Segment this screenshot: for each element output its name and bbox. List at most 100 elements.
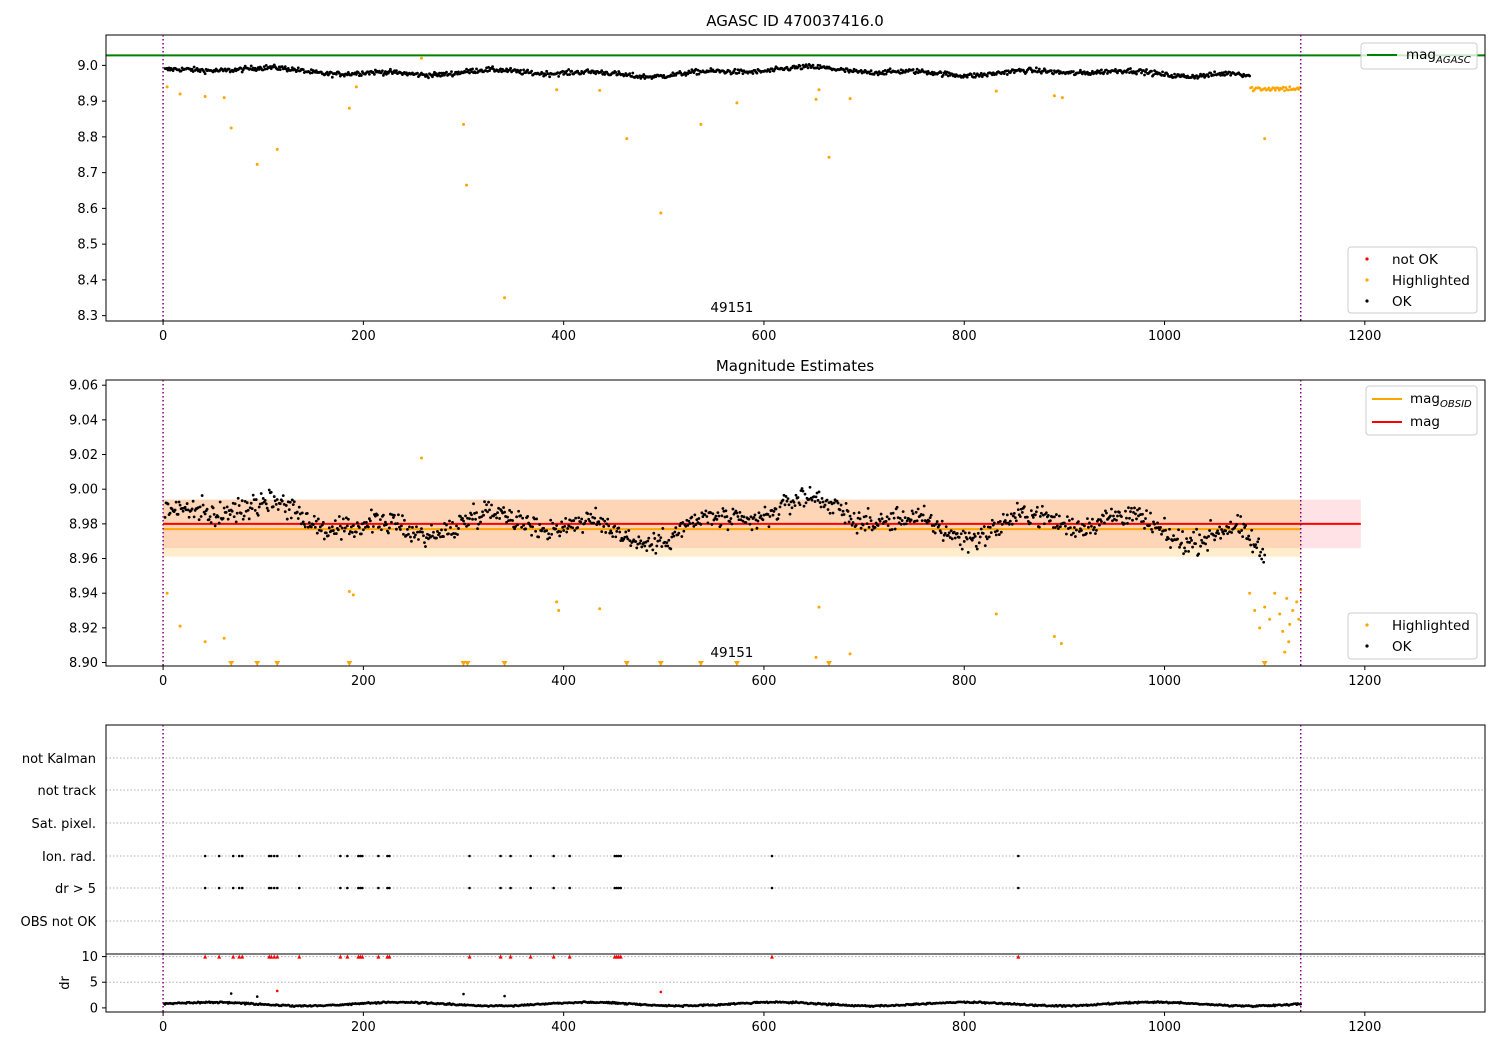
highlighted-point: [1272, 86, 1276, 90]
highlighted-point: [351, 593, 355, 597]
legend-highlighted: Highlighted: [1392, 273, 1470, 289]
ok-point: [324, 531, 328, 535]
ok-point: [283, 65, 287, 69]
ok-point: [537, 535, 541, 539]
highlighted-point: [1295, 600, 1299, 604]
y-tick-label: 8.9: [77, 95, 98, 110]
ok-point: [579, 520, 583, 524]
ok-point: [465, 67, 468, 71]
ok-point: [538, 523, 542, 526]
ok-point: [687, 519, 691, 523]
ok-point: [1072, 531, 1075, 535]
ok-point: [952, 530, 956, 534]
ok-point: [674, 526, 678, 530]
ok-point: [228, 513, 232, 516]
ok-point: [884, 72, 888, 76]
ok-point: [634, 540, 638, 543]
ok-point: [934, 522, 938, 526]
ok-point: [517, 509, 520, 513]
ok-point: [459, 515, 462, 518]
ok-point: [778, 505, 782, 509]
ok-point: [955, 531, 959, 535]
ok-point: [366, 525, 370, 529]
estimates-points-legend: Highlighted OK: [1347, 612, 1478, 660]
ok-point: [491, 65, 494, 69]
ok-point: [618, 530, 622, 534]
ok-point: [562, 73, 566, 76]
ok-point: [301, 520, 305, 524]
highlighted-point: [814, 655, 818, 659]
ok-point: [759, 514, 763, 518]
ok-point: [608, 531, 612, 535]
flag-event-point: [613, 854, 617, 858]
flag-event-point: [388, 854, 391, 858]
ok-point: [316, 517, 320, 521]
flag-category-label: Ion. rad.: [42, 850, 96, 865]
ok-point: [1005, 73, 1009, 76]
ok-point: [179, 69, 183, 73]
ok-point: [1062, 521, 1066, 525]
ok-point: [548, 536, 552, 540]
ok-point: [1256, 540, 1260, 544]
highlighted-point: [1273, 591, 1277, 595]
ok-point: [485, 503, 488, 507]
ok-point: [946, 533, 950, 537]
y-tick-label: 9.02: [69, 448, 98, 463]
ok-point: [597, 520, 601, 524]
ok-point: [614, 70, 618, 74]
ok-point: [969, 72, 973, 76]
ok-point: [1031, 516, 1035, 519]
ok-point: [832, 501, 836, 505]
ok-point: [502, 506, 505, 509]
ok-point: [864, 514, 868, 518]
ok-point: [453, 73, 456, 76]
ok-point: [332, 532, 336, 535]
ok-point: [337, 71, 341, 75]
ok-point: [694, 523, 698, 527]
ok-point: [628, 72, 632, 76]
highlighted-point: [1281, 85, 1285, 89]
ok-point: [212, 512, 216, 516]
ok-point: [565, 69, 569, 73]
ok-point: [533, 517, 537, 521]
dr-clipped-marker: [345, 954, 350, 959]
ok-point: [213, 524, 217, 528]
ok-point: [1177, 528, 1180, 532]
ok-point: [242, 514, 246, 518]
highlighted-point: [557, 609, 561, 613]
ok-point: [187, 515, 191, 519]
ok-point: [413, 535, 416, 539]
ok-point: [1011, 514, 1015, 518]
ok-point: [356, 71, 360, 75]
ok-point: [1227, 525, 1231, 529]
ok-point: [1115, 518, 1118, 522]
ok-point: [514, 525, 517, 528]
ok-point: [1153, 69, 1156, 72]
ok-point: [605, 522, 609, 526]
ok-point: [720, 514, 724, 518]
y-tick-label: 8.6: [77, 202, 98, 217]
ok-point: [320, 523, 324, 527]
dr-clipped-marker: [272, 954, 277, 959]
ok-point: [1220, 528, 1224, 531]
ok-point: [429, 535, 432, 539]
ok-point: [1250, 528, 1254, 532]
ok-point: [346, 517, 350, 521]
ok-point: [421, 530, 424, 534]
ok-point: [240, 70, 244, 74]
highlighted-point: [1287, 88, 1290, 92]
ok-point: [393, 513, 396, 517]
estimates-data-layer: [163, 456, 1361, 666]
ok-point: [487, 500, 490, 504]
flag-event-point: [203, 854, 207, 858]
ok-point: [997, 533, 1001, 536]
ok-point: [737, 71, 741, 75]
ok-point: [1204, 542, 1207, 546]
ok-point: [626, 537, 630, 541]
ok-point: [540, 529, 544, 533]
ok-point: [495, 516, 498, 520]
ok-point: [1106, 72, 1109, 75]
x-tick-label: 1000: [1148, 674, 1181, 689]
dr-clipped-marker: [551, 954, 556, 959]
ok-point: [484, 508, 487, 512]
